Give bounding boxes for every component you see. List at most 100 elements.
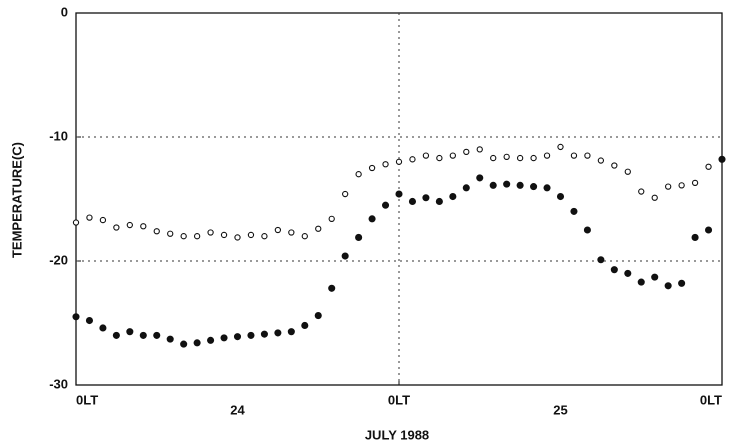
y-tick-label: -30 [49,376,68,391]
open-point [543,152,551,159]
open-point [449,152,456,159]
filled-point [583,226,591,234]
filled-point [112,331,120,339]
y-tick-label: -20 [49,252,68,267]
open-point [463,148,470,156]
filled-point [153,331,161,339]
open-point [476,146,483,153]
open-point [436,154,443,162]
open-point [395,158,403,165]
open-point [638,188,645,195]
open-point [557,143,564,151]
y-tick-label: -10 [49,128,68,143]
open-point [99,216,107,224]
filled-point [247,331,255,339]
open-point [113,224,120,231]
filled-point [610,266,618,274]
open-point [570,152,578,159]
open-point [678,182,685,189]
open-point [624,168,631,175]
filled-point [408,197,417,206]
filled-point [489,181,497,189]
filled-point [718,155,726,163]
filled-point [126,328,134,336]
x-tick-label: 0LT [76,392,98,407]
open-point [611,162,618,169]
open-point [207,229,214,236]
open-point [140,223,147,230]
day-label: 25 [553,402,567,417]
open-point [651,194,658,201]
open-point [301,233,308,240]
filled-point [233,333,242,341]
open-point [503,153,510,160]
open-point [153,228,160,235]
filled-point [476,174,484,182]
open-point [490,154,497,162]
open-point [516,154,524,162]
open-point [422,152,430,159]
filled-point [503,180,511,188]
filled-point [72,313,80,321]
day-label: 24 [230,402,245,417]
open-point [86,214,93,221]
open-point [597,157,605,164]
filled-point [624,269,632,277]
open-point [665,183,672,190]
filled-point [99,324,107,332]
filled-point [422,194,430,202]
filled-point [287,328,295,336]
open-point [342,190,349,198]
open-point [584,152,591,159]
open-point [261,233,268,240]
open-point [220,231,228,239]
filled-point [651,273,659,281]
filled-point [691,233,699,241]
filled-point [449,192,457,201]
filled-point [139,331,147,339]
open-point [328,215,335,222]
open-point [355,171,362,178]
open-point [247,231,255,239]
filled-point [355,233,363,241]
filled-point [530,183,538,191]
open-point [382,161,389,168]
filled-point [637,278,645,286]
filled-point [166,335,174,343]
x-tick-label: 0LT [388,392,410,407]
filled-point [328,284,336,292]
x-axis-title: JULY 1988 [365,427,429,442]
filled-point [207,336,215,344]
filled-point [193,339,201,347]
x-tick-label: 0LT [700,392,722,407]
open-point [288,229,295,236]
filled-point [664,282,672,290]
filled-point [381,201,390,209]
filled-point [570,207,578,215]
y-axis-title: TEMPERATURE(C) [9,142,24,258]
filled-point [85,316,94,325]
filled-point [462,184,470,192]
open-point [193,233,201,240]
open-point [315,225,322,232]
filled-point [341,252,349,260]
filled-point [301,321,309,330]
open-point [530,154,537,162]
filled-point [220,334,228,342]
filled-point [435,197,443,206]
open-point [180,233,187,240]
open-point [274,226,282,234]
open-point [234,234,241,241]
open-point [691,179,699,187]
filled-point [274,329,282,337]
open-point [126,221,133,229]
filled-point [314,312,322,320]
filled-point [597,256,605,264]
y-tick-label: 0 [61,4,68,19]
open-point [167,230,174,237]
open-point [705,163,712,170]
filled-point [543,184,551,192]
filled-point [704,226,713,234]
filled-point [260,330,268,338]
